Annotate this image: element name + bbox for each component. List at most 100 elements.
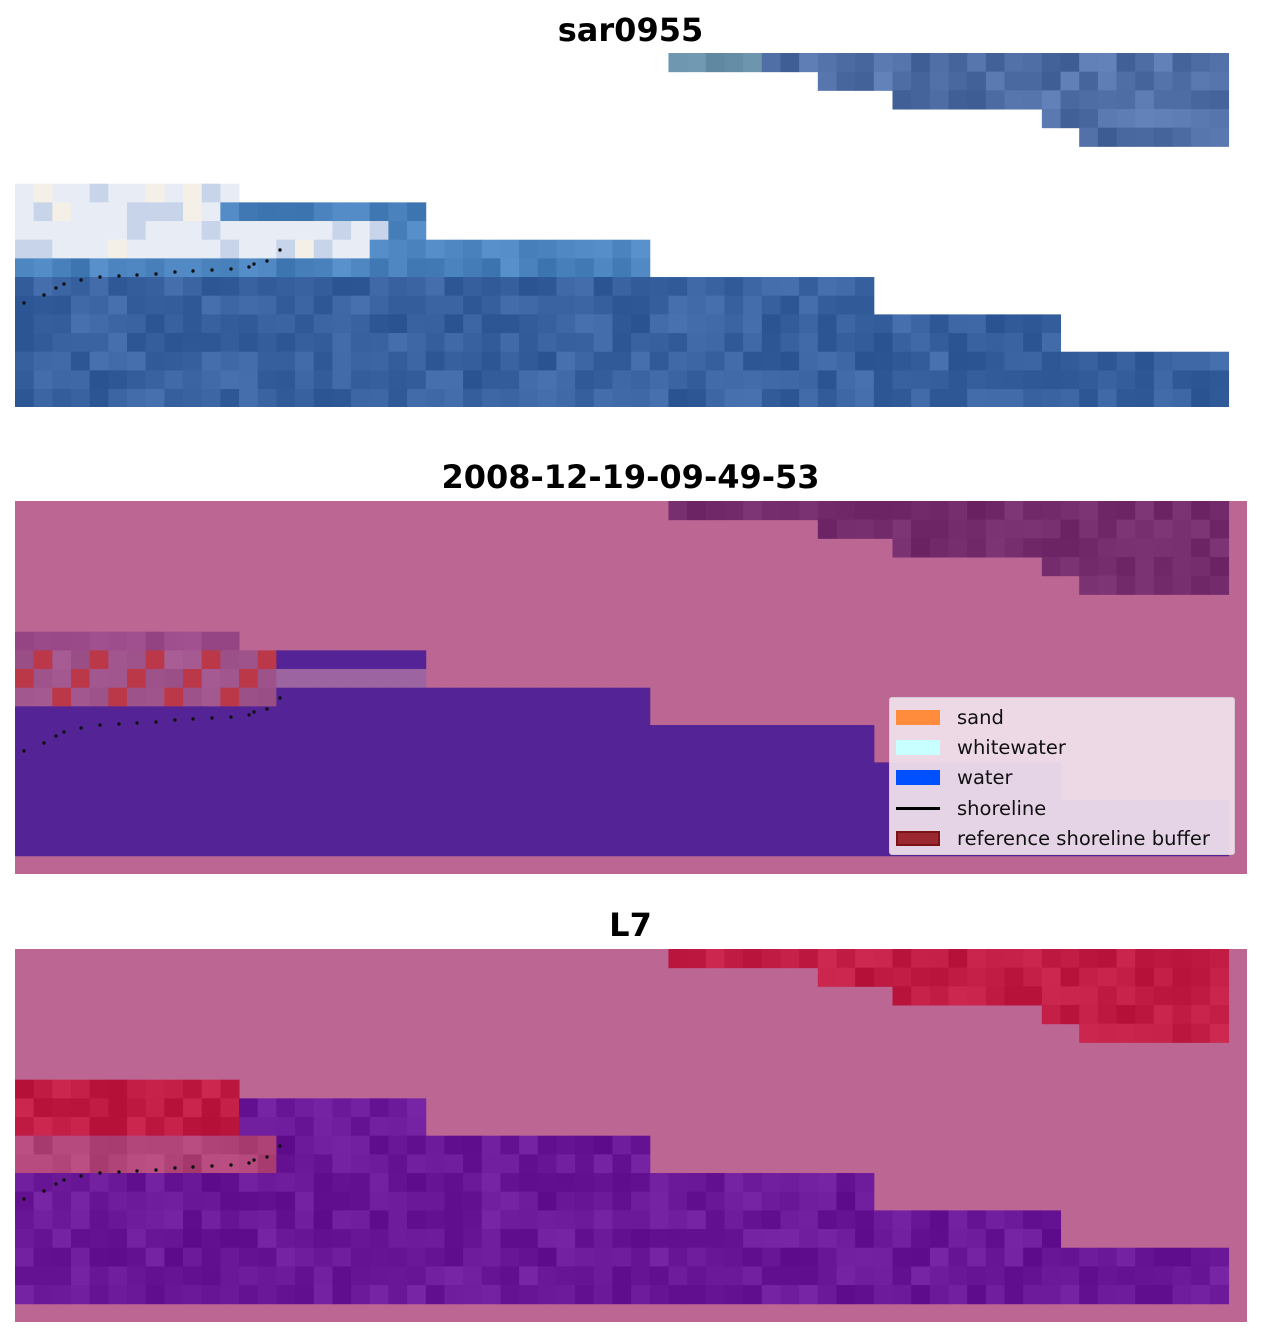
- image-cell: [127, 202, 147, 222]
- image-cell: [873, 314, 893, 334]
- image-cell: [873, 351, 893, 371]
- index-cell: [855, 949, 875, 969]
- image-cell: [575, 351, 595, 371]
- image-cell: [369, 389, 389, 407]
- image-cell: [1079, 370, 1099, 390]
- index-cell: [313, 1229, 333, 1249]
- index-cell: [369, 1154, 389, 1174]
- class-cell: [1097, 519, 1118, 539]
- index-cell: [407, 1173, 427, 1193]
- class-cell: [481, 818, 501, 838]
- index-cell: [948, 1285, 968, 1305]
- index-cell: [127, 1079, 147, 1099]
- index-cell: [780, 1266, 800, 1286]
- index-cell: [1004, 967, 1024, 987]
- image-cell: [817, 351, 837, 371]
- image-cell: [1097, 370, 1118, 390]
- index-cell: [537, 1266, 557, 1286]
- index-cell: [351, 1210, 371, 1230]
- image-cell: [369, 333, 389, 353]
- image-cell: [183, 183, 203, 203]
- index-cell: [351, 1135, 371, 1155]
- image-cell: [127, 258, 147, 278]
- class-cell: [52, 669, 72, 689]
- image-cell: [705, 389, 725, 407]
- image-cell: [1116, 109, 1136, 129]
- index-cell: [631, 1247, 651, 1267]
- index-cell: [201, 1154, 221, 1174]
- index-cell: [1023, 986, 1043, 1006]
- image-cell: [351, 333, 371, 353]
- class-cell: [873, 781, 893, 801]
- class-cell: [33, 799, 53, 819]
- index-cell: [687, 1285, 707, 1305]
- shoreline-point: [252, 1158, 256, 1162]
- image-cell: [780, 53, 800, 73]
- image-cell: [201, 239, 221, 259]
- index-cell: [52, 1098, 72, 1118]
- index-cell: [239, 1285, 259, 1305]
- shoreline-point: [135, 273, 139, 277]
- image-cell: [145, 333, 165, 353]
- image-cell: [817, 314, 837, 334]
- image-cell: [817, 53, 837, 73]
- image-cell: [145, 351, 165, 371]
- index-cell: [201, 1266, 221, 1286]
- index-cell: [1191, 949, 1211, 969]
- index-cell: [593, 1247, 613, 1267]
- image-cell: [425, 295, 445, 315]
- image-cell: [15, 202, 35, 222]
- index-cell: [89, 1229, 109, 1249]
- index-cell: [33, 1191, 53, 1211]
- index-cell: [220, 1117, 240, 1137]
- class-cell: [500, 799, 520, 819]
- index-cell: [239, 1098, 259, 1118]
- image-cell: [257, 370, 277, 390]
- index-cell: [1135, 949, 1155, 969]
- image-cell: [948, 71, 968, 91]
- image-cell: [892, 370, 912, 390]
- index-cell: [276, 1285, 296, 1305]
- class-cell: [1172, 538, 1192, 558]
- image-cell: [71, 202, 91, 222]
- index-cell: [705, 1266, 725, 1286]
- image-cell: [1116, 71, 1136, 91]
- index-cell: [313, 1173, 333, 1193]
- index-cell: [332, 1135, 352, 1155]
- index-cell: [295, 1098, 315, 1118]
- class-cell: [71, 818, 91, 838]
- image-cell: [985, 333, 1006, 353]
- class-cell: [108, 837, 128, 857]
- index-cell: [1135, 1005, 1155, 1025]
- index-cell: [612, 1229, 632, 1249]
- image-cell: [967, 370, 987, 390]
- image-cell: [108, 314, 128, 334]
- class-cell: [705, 743, 725, 763]
- image-cell: [257, 295, 277, 315]
- image-cell: [687, 333, 707, 353]
- image-cell: [89, 183, 109, 203]
- index-cell: [295, 1285, 315, 1305]
- shoreline-point: [154, 1168, 158, 1172]
- index-cell: [369, 1173, 389, 1193]
- class-cell: [556, 743, 576, 763]
- class-cell: [33, 743, 53, 763]
- image-cell: [127, 333, 147, 353]
- index-cell: [89, 1135, 109, 1155]
- class-cell: [351, 706, 371, 726]
- class-cell: [463, 725, 483, 745]
- class-cell: [407, 650, 427, 670]
- class-cell: [705, 725, 725, 745]
- class-cell: [481, 837, 501, 857]
- index-cell: [1209, 1285, 1230, 1305]
- image-cell: [687, 351, 707, 371]
- panel-title-date: 2008-12-19-09-49-53: [441, 458, 820, 496]
- image-cell: [500, 295, 520, 315]
- index-cell: [127, 1191, 147, 1211]
- class-cell: [33, 631, 53, 651]
- index-cell: [593, 1173, 613, 1193]
- class-cell: [183, 650, 203, 670]
- index-cell: [556, 1173, 576, 1193]
- index-cell: [929, 1210, 949, 1230]
- index-cell: [724, 1266, 744, 1286]
